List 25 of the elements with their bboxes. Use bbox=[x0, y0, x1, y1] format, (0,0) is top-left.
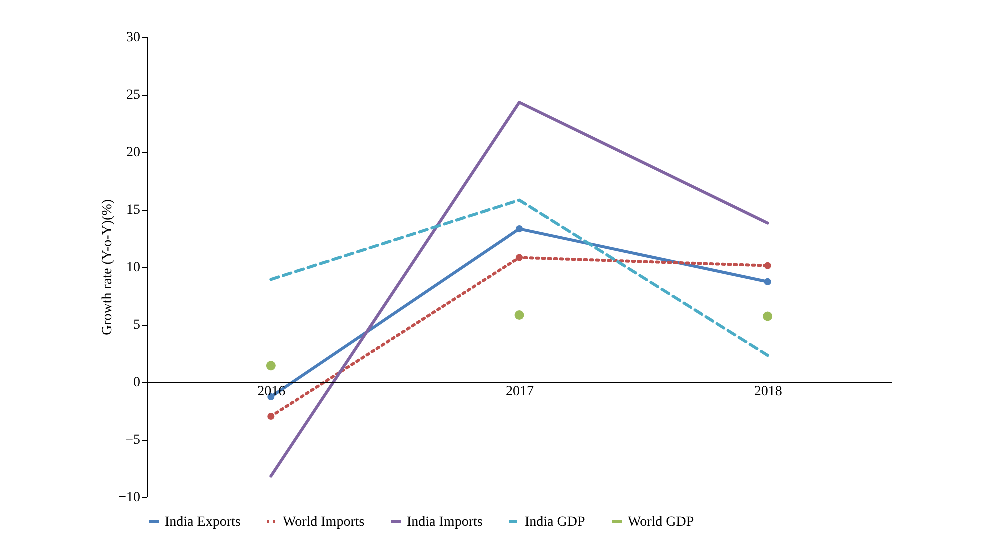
y-tick-label: 10 bbox=[126, 260, 140, 276]
x-tick-label: 2018 bbox=[754, 384, 782, 400]
y-axis-title: Growth rate (Y-o-Y)(%) bbox=[100, 199, 116, 336]
y-tick-label: 15 bbox=[126, 203, 140, 218]
legend-label: India Exports bbox=[165, 515, 241, 530]
legend-label: World GDP bbox=[628, 515, 694, 530]
x-tick-label: 2017 bbox=[506, 384, 534, 400]
point bbox=[516, 226, 524, 233]
y-tick-label: 5 bbox=[134, 318, 140, 333]
point bbox=[764, 262, 772, 270]
y-tick-label: 25 bbox=[126, 88, 140, 103]
y-tick-label: −5 bbox=[126, 433, 140, 448]
point bbox=[763, 312, 773, 322]
point bbox=[266, 361, 276, 371]
legend-label: India Imports bbox=[407, 515, 483, 530]
y-tick-label: 30 bbox=[126, 30, 140, 46]
y-tick-label: 0 bbox=[134, 376, 140, 390]
legend-label: India GDP bbox=[525, 515, 586, 530]
point bbox=[514, 310, 524, 320]
y-tick-label: −10 bbox=[118, 490, 140, 506]
point bbox=[764, 278, 772, 286]
legend-label: World Imports bbox=[283, 515, 365, 530]
point bbox=[516, 254, 524, 262]
point bbox=[268, 412, 275, 420]
y-tick-label: 20 bbox=[126, 146, 140, 160]
